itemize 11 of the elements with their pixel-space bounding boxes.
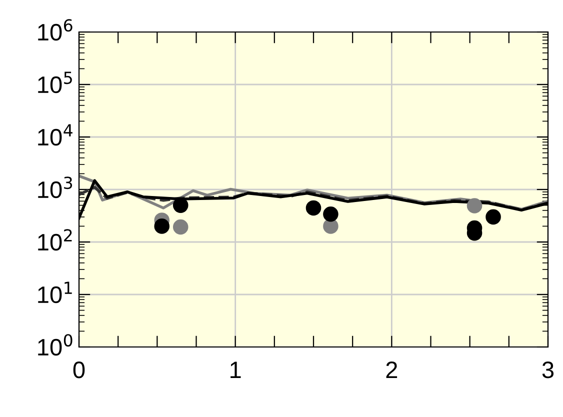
y-tick-label: 10$^{6}$ [38, 19, 72, 41]
y-tick-label: 10$^{3}$ [38, 176, 72, 198]
y-tick-label: 10$^{2}$ [38, 229, 72, 251]
y-tick-label: 10$^{5}$ [38, 72, 72, 94]
x-tick-label: 1 [230, 362, 241, 378]
y-tick-label: 10$^{0}$ [38, 334, 72, 356]
x-tick-label: 2 [386, 362, 398, 378]
x-tick-label: 0 [73, 362, 85, 378]
y-tick-label: 10$^{4}$ [38, 124, 72, 146]
x-tick-label: 3 [542, 362, 554, 378]
y-tick-label: 10$^{1}$ [38, 282, 72, 304]
